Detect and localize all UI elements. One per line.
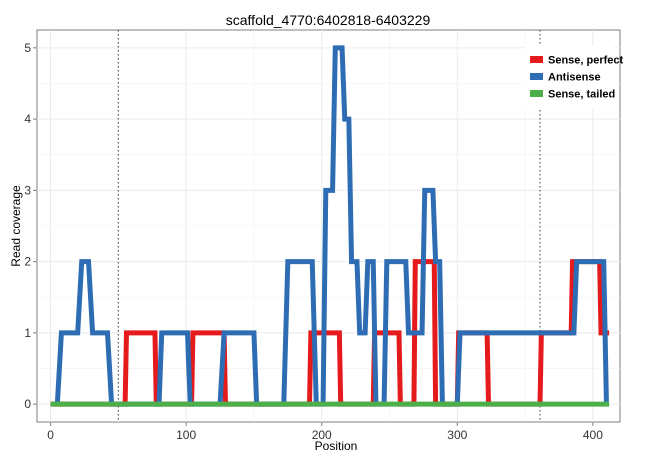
legend-label: Sense, tailed: [548, 89, 615, 101]
x-tick-label: 0: [47, 428, 54, 442]
y-tick-label: 4: [24, 112, 31, 126]
legend-swatch: [530, 90, 543, 97]
y-tick-label: 0: [24, 397, 31, 411]
y-axis-label: Read coverage: [9, 185, 23, 267]
series-lines: [50, 45, 610, 407]
x-tick-label: 400: [583, 428, 603, 442]
x-axis-label: Position: [315, 439, 358, 453]
legend-swatch: [530, 56, 543, 63]
y-tick-label: 5: [24, 41, 31, 55]
legend-label: Sense, perfect: [548, 55, 624, 67]
x-tick-label: 100: [176, 428, 196, 442]
series-line-antisense: [54, 45, 609, 407]
legend-label: Antisense: [548, 72, 601, 84]
x-tick-label: 200: [312, 428, 332, 442]
y-tick-label: 3: [24, 183, 31, 197]
axis-ticks: 0 100 200 300 400 0 1 2 3 4 5: [24, 41, 603, 442]
x-tick-label: 300: [447, 428, 467, 442]
chart-title: scaffold_4770:6402818-6403229: [226, 12, 431, 28]
legend-swatch: [530, 73, 543, 80]
legend: Sense, perfect Antisense Sense, tailed: [524, 46, 624, 108]
y-tick-label: 1: [24, 326, 31, 340]
y-tick-label: 2: [24, 255, 31, 269]
